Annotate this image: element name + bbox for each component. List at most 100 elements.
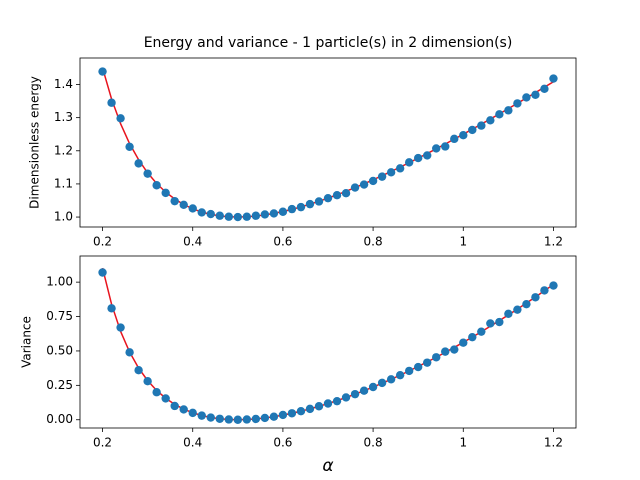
data-point: [432, 144, 441, 153]
y-tick-label: 1.0: [54, 210, 73, 224]
data-point: [287, 409, 297, 418]
data-point: [341, 189, 351, 198]
data-point: [188, 204, 197, 213]
data-point: [359, 386, 369, 395]
x-tick-label: 1: [459, 436, 467, 450]
x-tick-label: 0.8: [364, 235, 383, 249]
data-point: [296, 202, 306, 212]
y-tick-label: 0.50: [46, 343, 73, 357]
data-point: [125, 142, 134, 152]
data-point: [404, 158, 414, 167]
data-point: [305, 404, 315, 414]
data-point: [477, 121, 486, 130]
data-point: [549, 281, 558, 290]
data-point: [98, 268, 107, 277]
data-point: [404, 366, 414, 376]
y-tick-label: 1.00: [46, 275, 73, 289]
data-point: [278, 207, 288, 216]
data-point: [540, 84, 549, 94]
data-point: [359, 180, 369, 189]
data-point: [531, 293, 540, 302]
y-tick-label: 1.3: [54, 110, 73, 124]
data-point: [468, 125, 477, 135]
data-point: [441, 142, 450, 151]
data-point: [504, 309, 513, 318]
data-point: [468, 332, 477, 342]
data-point: [116, 323, 125, 332]
data-point: [368, 176, 378, 186]
data-point: [215, 414, 224, 423]
axes-frame: [79, 57, 577, 228]
data-point: [125, 348, 134, 357]
x-tick-label: 0.6: [273, 436, 292, 450]
data-point: [477, 327, 486, 336]
data-point: [395, 164, 405, 173]
data-point: [513, 99, 522, 108]
data-point: [242, 415, 252, 424]
data-point: [107, 304, 116, 313]
x-tick-label: 0.4: [183, 235, 202, 249]
data-point: [314, 402, 324, 411]
data-point: [269, 209, 279, 218]
data-point: [450, 134, 459, 144]
data-point: [287, 204, 297, 214]
data-point: [242, 212, 252, 221]
data-point: [152, 388, 161, 397]
data-point: [377, 172, 387, 181]
x-tick-label: 1: [459, 235, 467, 249]
data-point: [233, 415, 243, 424]
data-point: [233, 212, 243, 222]
data-point: [179, 200, 188, 209]
data-point: [495, 110, 504, 119]
data-point: [296, 407, 306, 416]
data-point: [314, 197, 324, 206]
data-point: [413, 153, 423, 163]
fit-line: [101, 267, 554, 421]
x-tick-label: 0.8: [364, 436, 383, 450]
data-point: [188, 408, 197, 418]
data-point: [251, 414, 261, 424]
data-point: [170, 196, 179, 206]
data-point: [332, 190, 342, 200]
chart-title: Energy and variance - 1 particle(s) in 2…: [144, 35, 513, 51]
y-tick-label: 1.1: [54, 176, 73, 190]
x-tick-label: 1.2: [544, 235, 563, 249]
x-tick-label: 0.4: [183, 436, 202, 450]
y-tick-label: 1.4: [54, 77, 73, 91]
data-point: [459, 131, 468, 140]
data-point: [134, 366, 143, 375]
data-point: [495, 317, 504, 327]
x-axis-label: α: [322, 456, 333, 476]
data-point: [206, 413, 215, 422]
data-point: [486, 116, 495, 125]
data-point: [549, 74, 558, 83]
data-point: [152, 181, 161, 190]
y-tick-label: 0.00: [46, 412, 73, 426]
y-axis-label: Dimensionless energy: [28, 76, 42, 209]
y-tick-label: 0.75: [46, 309, 73, 323]
data-point: [386, 375, 396, 384]
data-point: [450, 345, 459, 354]
data-point: [305, 199, 315, 209]
data-point: [531, 90, 540, 99]
data-point: [423, 358, 432, 367]
x-tick-label: 0.6: [273, 235, 292, 249]
data-point: [206, 209, 215, 219]
data-point: [377, 378, 387, 388]
data-point: [197, 411, 206, 420]
data-point: [323, 193, 333, 203]
data-point: [260, 210, 270, 219]
axes-frame: [79, 255, 577, 429]
x-tick-label: 0.2: [93, 436, 112, 450]
data-point: [522, 299, 531, 309]
data-point: [134, 159, 143, 168]
data-point: [98, 67, 107, 76]
data-point: [350, 183, 360, 192]
y-tick-label: 1.2: [54, 143, 73, 157]
data-point: [161, 188, 170, 198]
x-tick-label: 0.2: [93, 235, 112, 249]
data-point: [170, 401, 179, 411]
data-point: [432, 353, 441, 362]
data-point: [224, 415, 233, 424]
data-point: [513, 305, 522, 314]
